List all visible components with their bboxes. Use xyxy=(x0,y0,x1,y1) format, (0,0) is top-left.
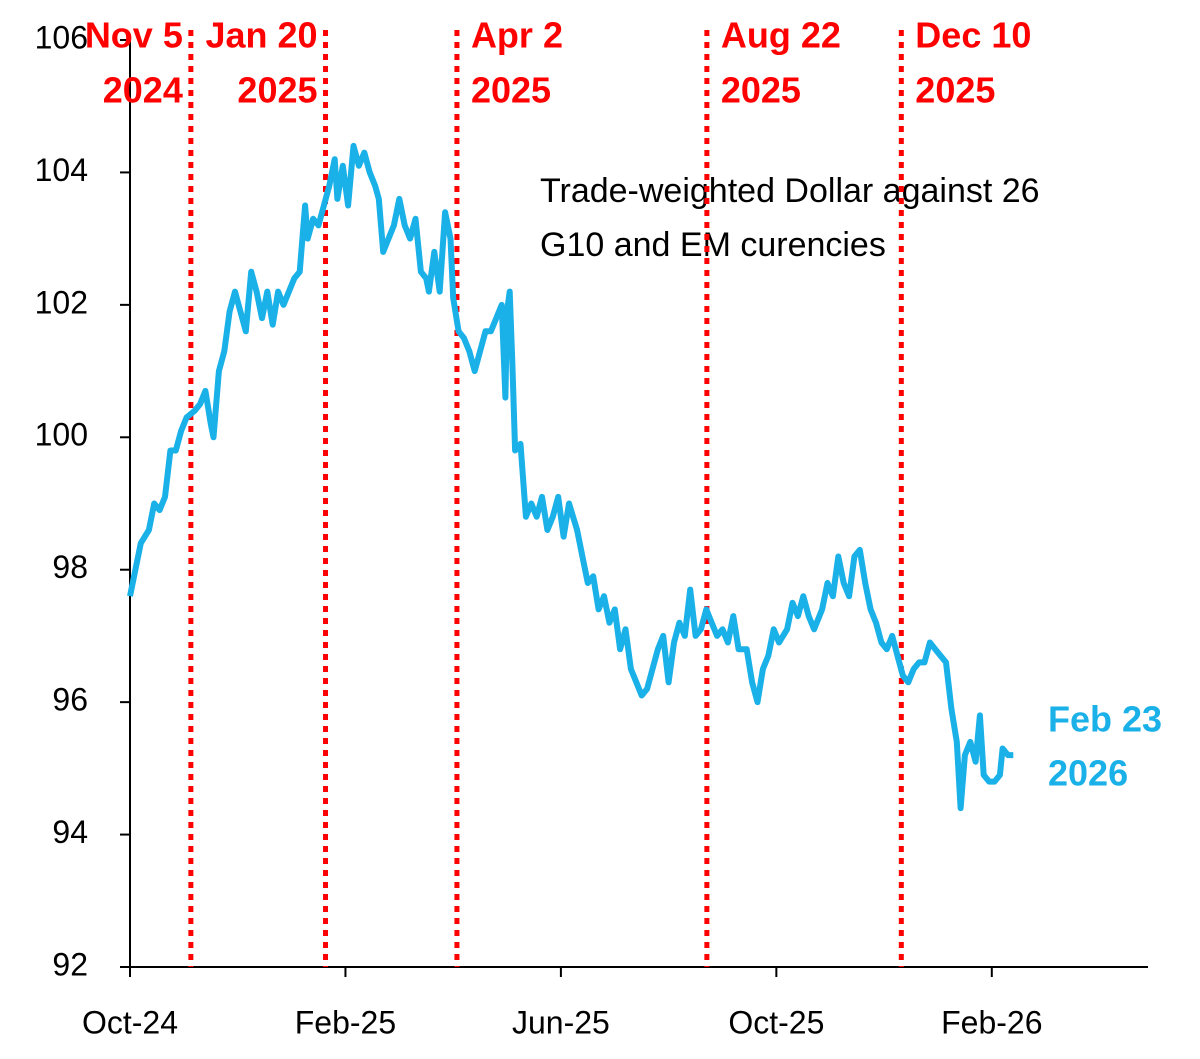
y-tick-label: 102 xyxy=(35,284,88,320)
x-tick-label: Oct-25 xyxy=(728,1004,824,1040)
event-label: Apr 2 xyxy=(471,15,563,56)
event-label: Nov 5 xyxy=(85,15,183,56)
y-tick-label: 96 xyxy=(52,682,88,718)
event-label: Jan 20 xyxy=(205,15,317,56)
event-label: Dec 10 xyxy=(915,15,1031,56)
chart-title: Trade-weighted Dollar against 26 xyxy=(540,172,1040,210)
x-tick-label: Feb-26 xyxy=(941,1004,1042,1040)
y-tick-label: 92 xyxy=(52,946,88,982)
x-tick-label: Feb-25 xyxy=(295,1004,396,1040)
event-label: 2025 xyxy=(471,70,551,111)
end-label: 2026 xyxy=(1048,753,1128,794)
y-tick-label: 98 xyxy=(52,549,88,585)
event-label: 2025 xyxy=(237,70,317,111)
y-tick-label: 100 xyxy=(35,417,88,453)
x-tick-label: Oct-24 xyxy=(82,1004,178,1040)
series-line xyxy=(127,142,1014,812)
end-label: Feb 23 xyxy=(1048,699,1162,740)
event-label: 2025 xyxy=(915,70,995,111)
event-label: 2024 xyxy=(103,70,183,111)
y-tick-label: 94 xyxy=(52,814,88,850)
y-tick-label: 104 xyxy=(35,152,88,188)
chart-title: G10 and EM curencies xyxy=(540,226,886,264)
event-label: 2025 xyxy=(721,70,801,111)
y-tick-label: 106 xyxy=(35,19,88,55)
event-label: Aug 22 xyxy=(721,15,841,56)
x-tick-label: Jun-25 xyxy=(512,1004,610,1040)
